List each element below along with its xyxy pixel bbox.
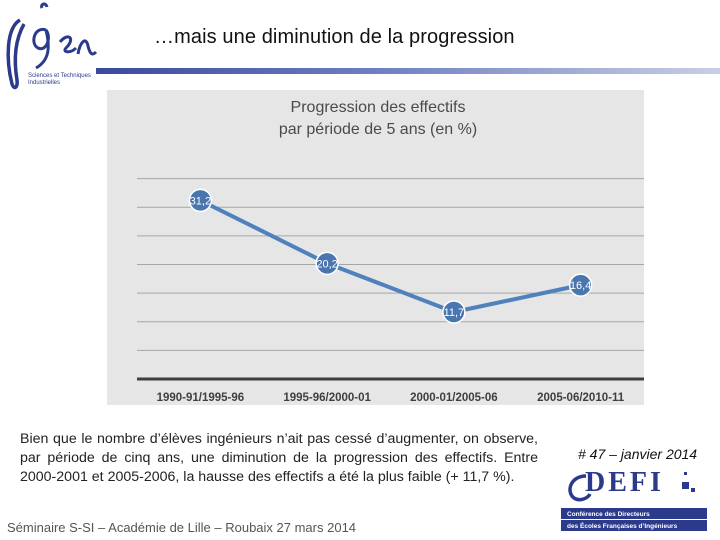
line-chart: Progression des effectifs par période de… [107,90,644,405]
data-point [315,251,339,276]
data-point [188,188,213,213]
title-rule [96,68,720,74]
data-point [442,300,466,324]
data-label: 31,2 [190,195,211,207]
data-label: 11,7 [444,307,465,319]
x-tick-label: 2005-06/2010-11 [537,392,625,404]
defi-wordmark: DEFI [585,467,664,498]
footer-text: Séminaire S-SI – Académie de Lille – Rou… [7,520,357,535]
x-tick-label: 1995-96/2000-01 [283,392,371,404]
body-paragraph: Bien que le nombre d’élèves ingénieurs n… [20,431,538,485]
defi-band-line1: Conférence des Directeurs [567,511,650,518]
chart-title-line1: Progression des effectifs [291,99,466,116]
defi-c-icon [561,472,707,531]
igen-logo [6,2,98,90]
defi-band-line2: des Écoles Françaises d’Ingénieurs [567,523,678,530]
series-line [199,198,582,315]
data-label: 16,4 [570,280,591,292]
x-tick-label: 2000-01/2005-06 [410,392,498,404]
logo-subtitle: Sciences et Techniques Industrielles [28,73,91,86]
slide-title: …mais une diminution de la progression [154,26,515,48]
chart-title-line2: par période de 5 ans (en %) [279,121,477,138]
chart-background [107,90,644,405]
issue-label: # 47 – janvier 2014 [578,446,698,462]
data-label: 20,2 [316,258,337,270]
data-point [568,273,593,297]
x-tick-label: 1990-91/1995-96 [157,392,245,404]
